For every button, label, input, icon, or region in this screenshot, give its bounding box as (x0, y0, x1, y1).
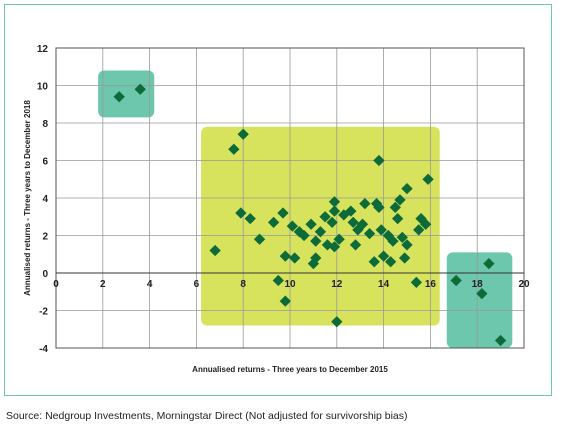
data-point (277, 207, 289, 219)
data-point (244, 212, 256, 225)
data-point (209, 244, 221, 257)
source-note: Source: Nedgroup Investments, Morningsta… (6, 410, 408, 422)
y-tick-label: 12 (37, 44, 49, 55)
data-point (401, 182, 413, 195)
data-point (310, 252, 322, 264)
y-tick-label: -4 (39, 344, 48, 355)
data-point (319, 211, 331, 223)
data-point (228, 143, 240, 155)
data-point (368, 256, 380, 268)
data-point (391, 212, 404, 225)
data-point (387, 235, 399, 247)
data-point (328, 196, 341, 208)
x-tick-label: 14 (378, 279, 390, 290)
data-point (373, 201, 385, 214)
y-tick-label: 4 (42, 194, 48, 205)
data-point (272, 274, 284, 287)
data-point (420, 218, 432, 230)
data-point (326, 216, 338, 229)
data-point (235, 207, 247, 219)
data-point (375, 224, 387, 236)
x-tick-label: 8 (240, 279, 246, 290)
data-point (394, 194, 406, 206)
y-tick-label: 6 (42, 157, 48, 168)
highlight-region-0 (98, 70, 155, 118)
y-tick-label: 2 (42, 232, 48, 243)
data-point (331, 316, 343, 328)
data-point (286, 220, 298, 232)
data-point (373, 154, 385, 167)
data-point (483, 257, 495, 270)
data-point (328, 205, 341, 217)
x-tick-label: 18 (472, 279, 484, 290)
x-axis-title: Annualised returns - Three years to Dece… (192, 365, 388, 374)
data-point (289, 252, 301, 264)
chart-frame (4, 4, 552, 396)
data-point (237, 128, 249, 140)
data-point (422, 173, 434, 185)
data-point (345, 205, 357, 217)
data-point (347, 216, 359, 229)
data-point (279, 295, 291, 307)
data-point (389, 201, 401, 214)
data-point (399, 252, 411, 264)
x-tick-label: 6 (194, 279, 200, 290)
y-tick-label: 10 (37, 82, 49, 93)
highlight-region-2 (446, 252, 513, 348)
data-point (349, 239, 362, 251)
data-point (359, 197, 371, 210)
data-point (401, 239, 413, 251)
y-tick-label: -2 (39, 307, 48, 318)
data-point (396, 231, 408, 244)
data-point (333, 233, 345, 245)
data-point (314, 226, 327, 238)
data-point (476, 287, 488, 300)
x-tick-label: 16 (425, 279, 437, 290)
x-tick-label: 0 (53, 279, 59, 290)
y-tick-label: 0 (42, 269, 48, 280)
data-point (310, 235, 322, 247)
x-tick-label: 20 (518, 279, 530, 290)
scatter-chart: 0 2 4 6 8 10 12 14 16 18 20121086420-2-4Annualised… (23, 44, 530, 374)
data-point (356, 218, 369, 230)
data-point (410, 276, 423, 289)
data-point (328, 241, 341, 253)
data-point (298, 229, 310, 242)
x-tick-label: 4 (147, 279, 153, 290)
x-tick-label: 10 (284, 279, 296, 290)
plot-border (55, 47, 525, 349)
data-point (413, 224, 425, 236)
data-point (450, 274, 462, 287)
data-point (363, 227, 376, 240)
data-point (267, 216, 280, 229)
x-tick-label: 12 (331, 279, 343, 290)
data-point (305, 218, 317, 230)
data-point (384, 256, 397, 268)
data-point (279, 250, 291, 262)
y-axis-title: Annualised returns - Three years to Dece… (23, 100, 32, 296)
x-tick-label: 2 (100, 279, 106, 290)
y-tick-label: 8 (42, 119, 48, 130)
data-point (494, 334, 507, 347)
data-point (377, 250, 390, 262)
